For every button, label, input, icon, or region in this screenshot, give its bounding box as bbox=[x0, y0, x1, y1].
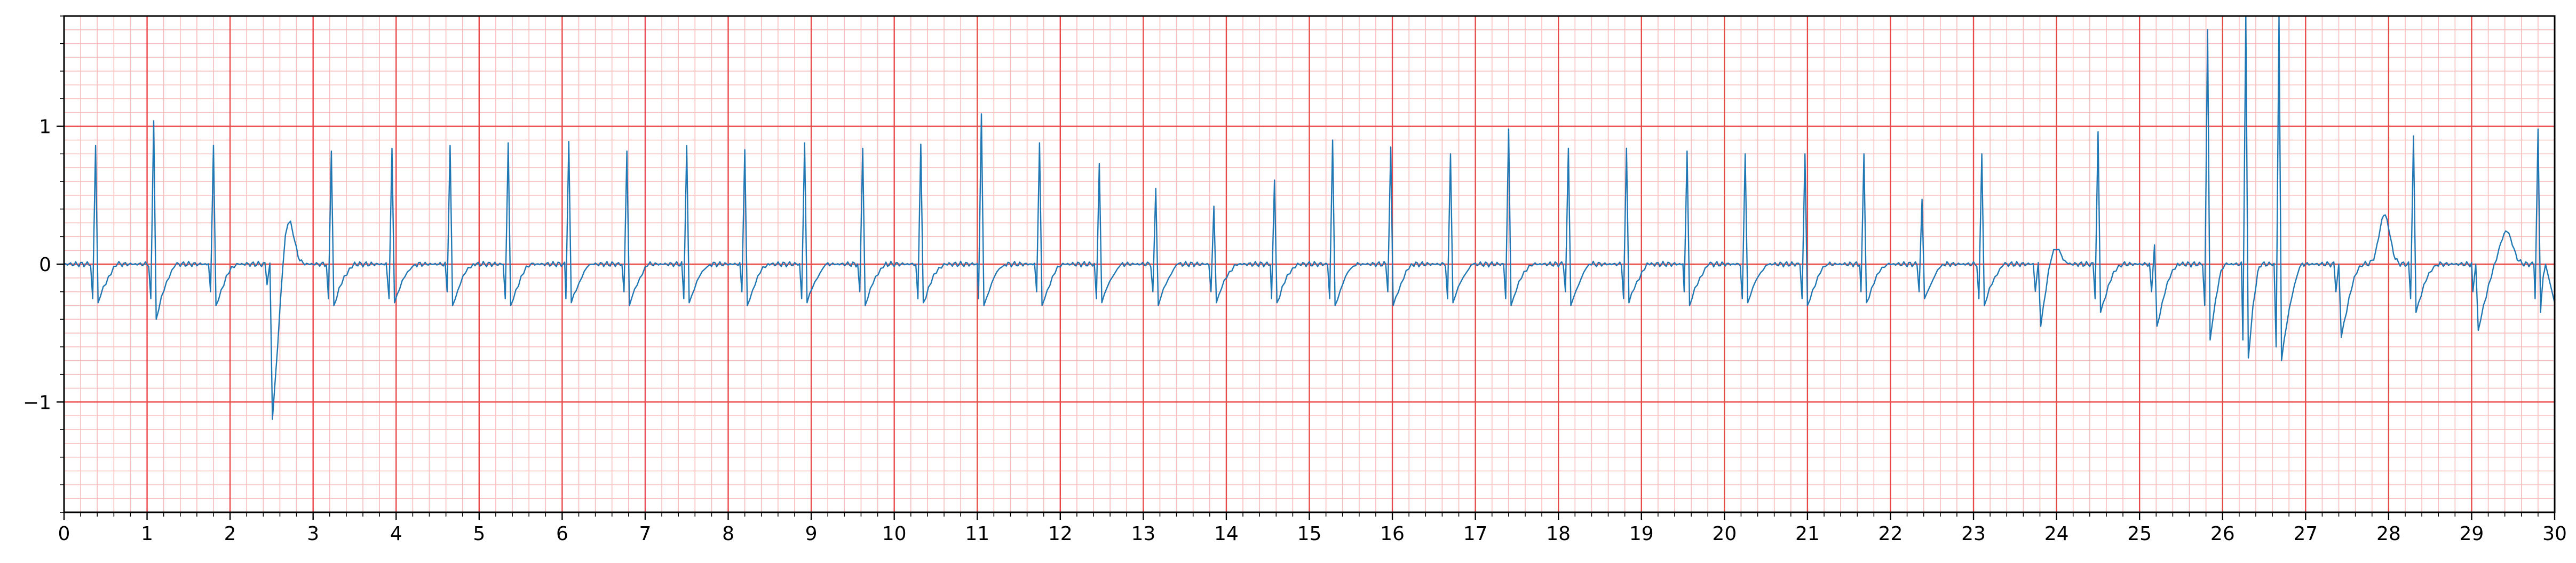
x-tick-label: 13 bbox=[1131, 523, 1155, 545]
x-tick-label: 11 bbox=[965, 523, 989, 545]
x-tick-label: 16 bbox=[1380, 523, 1405, 545]
x-tick-label: 17 bbox=[1463, 523, 1488, 545]
x-tick-label: 7 bbox=[639, 523, 652, 545]
x-tick-label: 6 bbox=[556, 523, 568, 545]
x-tick-label: 25 bbox=[2127, 523, 2152, 545]
y-axis: −1 0 1 bbox=[23, 15, 64, 513]
x-tick-label: 10 bbox=[882, 523, 907, 545]
x-tick-label: 12 bbox=[1048, 523, 1073, 545]
x-tick-label: 2 bbox=[224, 523, 236, 545]
x-tick-label: 22 bbox=[1879, 523, 1903, 545]
x-tick-label: 19 bbox=[1629, 523, 1654, 545]
x-tick-label: 8 bbox=[722, 523, 734, 545]
x-tick-label: 4 bbox=[390, 523, 402, 545]
x-tick-label: 18 bbox=[1546, 523, 1571, 545]
x-tick-label: 15 bbox=[1297, 523, 1322, 545]
x-tick-label: 21 bbox=[1795, 523, 1820, 545]
series-layer bbox=[64, 16, 2555, 420]
x-tick-label: 20 bbox=[1712, 523, 1737, 545]
x-tick-label: 0 bbox=[58, 523, 70, 545]
x-tick-label: 23 bbox=[1961, 523, 1986, 545]
x-tick-label: 14 bbox=[1214, 523, 1239, 545]
y-tick-label: −1 bbox=[23, 392, 51, 414]
x-tick-label: 9 bbox=[805, 523, 818, 545]
x-tick-label: 1 bbox=[141, 523, 153, 545]
x-tick-label: 5 bbox=[473, 523, 485, 545]
x-tick-label: 3 bbox=[307, 523, 319, 545]
x-tick-label: 24 bbox=[2044, 523, 2069, 545]
x-axis: 0 1 2 3 4 5 6 7 8 9 10 11 12 13 14 15 16 17 18 19 20 21 22 23 24… bbox=[58, 512, 2567, 545]
x-tick-label: 26 bbox=[2210, 523, 2235, 545]
y-tick-label: 1 bbox=[39, 116, 51, 138]
ecg-series-line bbox=[64, 16, 2555, 420]
x-tick-label: 28 bbox=[2376, 523, 2401, 545]
x-tick-label: 29 bbox=[2460, 523, 2484, 545]
y-tick-label: 0 bbox=[39, 254, 51, 276]
x-tick-label: 30 bbox=[2542, 523, 2567, 545]
x-tick-label: 27 bbox=[2293, 523, 2318, 545]
